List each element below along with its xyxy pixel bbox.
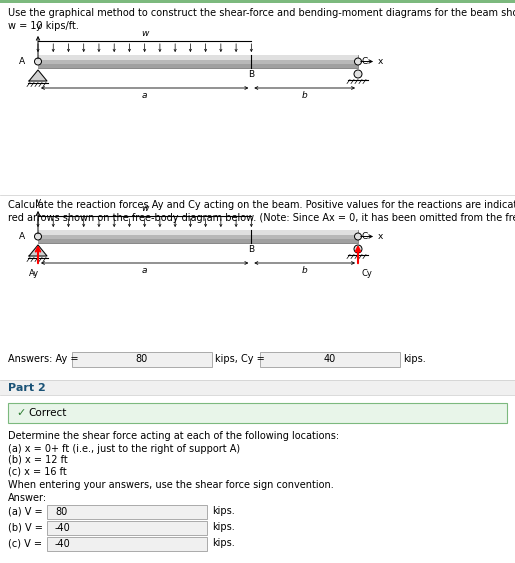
Text: Determine the shear force acting at each of the following locations:: Determine the shear force acting at each… [8,431,339,441]
Text: x: x [378,57,383,66]
Text: B: B [248,245,254,254]
Text: y: y [36,22,41,31]
Text: (c) x = 16 ft: (c) x = 16 ft [8,466,67,476]
Text: w: w [141,29,148,38]
Text: (b) x = 12 ft: (b) x = 12 ft [8,455,68,465]
Bar [38,230,358,243]
Text: (b) V =: (b) V = [8,522,43,532]
Text: kips.: kips. [212,538,235,548]
Text: 80: 80 [136,355,148,364]
FancyBboxPatch shape [260,352,400,367]
Text: (a) x = 0+ ft (i.e., just to the right of support A): (a) x = 0+ ft (i.e., just to the right o… [8,444,240,454]
Circle shape [354,245,362,253]
Text: x: x [378,232,383,241]
Text: Calculate the reaction forces Ay and Cy acting on the beam. Positive values for : Calculate the reaction forces Ay and Cy … [8,200,515,223]
Text: b: b [302,266,307,275]
Text: (a) V =: (a) V = [8,506,43,516]
Bar [8,403,507,423]
Text: A: A [19,232,25,241]
Text: -40: -40 [55,539,71,549]
Bar [0,0,515,195]
Bar [47,537,207,551]
Text: y: y [36,197,41,206]
Text: Answers: Ay =: Answers: Ay = [8,354,78,364]
Bar [47,521,207,535]
Text: kips.: kips. [212,506,235,516]
Circle shape [35,233,42,240]
Text: Use the graphical method to construct the shear-force and bending-moment diagram: Use the graphical method to construct th… [8,8,515,31]
Text: A: A [19,57,25,66]
Bar [38,55,358,68]
Text: (c) V =: (c) V = [8,538,42,548]
Text: C: C [362,232,368,241]
Text: Part 2: Part 2 [8,383,46,393]
Text: C: C [362,57,368,66]
Text: B: B [248,70,254,79]
Bar [0,395,515,563]
Circle shape [354,70,362,78]
Text: Answer:: Answer: [8,493,47,503]
Bar [0,0,515,3]
FancyBboxPatch shape [72,352,212,367]
Circle shape [354,58,362,65]
Text: kips.: kips. [403,354,426,364]
Polygon shape [29,245,47,256]
Bar [38,239,358,243]
Bar [0,195,515,380]
Polygon shape [29,70,47,81]
Circle shape [35,58,42,65]
Text: kips, Cy =: kips, Cy = [215,354,265,364]
Bar [0,380,515,395]
Text: 80: 80 [55,507,67,517]
Text: a: a [142,91,147,100]
Text: ✓: ✓ [16,408,25,418]
Bar [38,55,358,60]
Text: a: a [142,266,147,275]
Text: When entering your answers, use the shear force sign convention.: When entering your answers, use the shea… [8,480,334,490]
Bar [38,64,358,68]
Bar [47,505,207,519]
Text: Ay: Ay [29,269,39,278]
Bar [38,230,358,235]
Circle shape [354,233,362,240]
Text: w: w [141,204,148,213]
Text: kips.: kips. [212,522,235,532]
Text: b: b [302,91,307,100]
Text: 40: 40 [324,355,336,364]
Text: Correct: Correct [28,408,66,418]
Text: Cy: Cy [362,269,373,278]
Text: -40: -40 [55,523,71,533]
